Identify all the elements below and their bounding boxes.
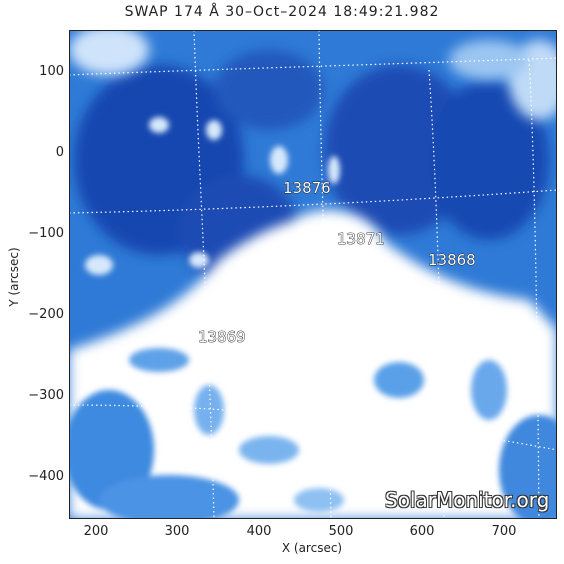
y-axis-label: Y (arcsec) [7,247,21,307]
x-tick-label: 600 [409,524,435,539]
region-label-13876: 13876 [283,179,331,197]
region-label-13871: 13871 [337,230,385,248]
x-axis-label: X (arcsec) [281,541,343,555]
dark-regions [74,50,549,285]
region-label-13868: 13868 [428,251,476,269]
x-tick-label: 500 [328,524,354,539]
bright-regions [69,30,557,519]
x-tick-label: 300 [164,524,190,539]
image-title: SWAP 174 Å 30–Oct–2024 18:49:21.982 [124,4,440,20]
bright-points [85,117,340,275]
plot-frame [69,30,557,519]
y-tick-label: −400 [28,469,64,484]
solar-image: 13876 13871 13868 13869 [69,30,557,519]
y-tick-label: 0 [55,145,64,160]
x-tick-label: 200 [83,524,109,539]
x-tick-label: 400 [246,524,272,539]
y-tick-label: −100 [28,226,64,241]
y-tick-label: −200 [28,307,64,322]
region-label-13869: 13869 [198,328,246,346]
y-tick-label: −300 [28,388,64,403]
y-tick-label: 100 [39,64,64,79]
watermark: SolarMonitor.org [385,488,550,512]
loop-patches [69,348,557,519]
coordinate-grid [69,30,557,519]
x-tick-label: 700 [491,524,517,539]
